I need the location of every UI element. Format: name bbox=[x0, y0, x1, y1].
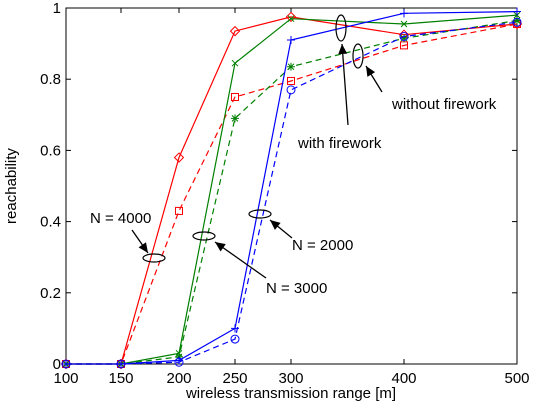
x-marker bbox=[400, 20, 408, 28]
series-group bbox=[60, 7, 523, 370]
square-marker bbox=[231, 93, 239, 101]
arrow-head bbox=[138, 242, 148, 253]
x-tick-label: 150 bbox=[108, 370, 133, 387]
series-path bbox=[66, 21, 518, 365]
arrow-head bbox=[338, 44, 348, 55]
x-tick-label: 250 bbox=[222, 370, 247, 387]
diamond-marker bbox=[229, 25, 241, 37]
y-tick-label: 0.6 bbox=[40, 142, 61, 159]
diamond-marker bbox=[173, 152, 185, 163]
x-marker bbox=[231, 59, 239, 67]
square-marker bbox=[175, 206, 183, 215]
plus-marker bbox=[400, 9, 408, 18]
annotation-ellipse bbox=[352, 43, 364, 69]
annotation-ellipse bbox=[248, 209, 272, 219]
annotation-ellipse bbox=[192, 231, 216, 241]
series-line bbox=[61, 17, 522, 369]
circle-marker bbox=[116, 359, 126, 369]
annotation-ellipse bbox=[335, 14, 347, 42]
x-tick-label: 400 bbox=[391, 370, 416, 387]
star-marker bbox=[400, 34, 408, 43]
plot-area bbox=[65, 7, 518, 365]
circle-marker bbox=[399, 31, 409, 41]
y-tick-label: 0 bbox=[53, 356, 61, 373]
diamond-marker bbox=[285, 11, 297, 23]
annotation-with-firework: with firework bbox=[297, 135, 382, 152]
x-marker bbox=[287, 15, 295, 23]
x-tick-label: 500 bbox=[504, 370, 529, 387]
y-tick-label: 0.2 bbox=[40, 285, 61, 302]
star-marker bbox=[231, 114, 239, 123]
annotation-n2000: N = 2000 bbox=[292, 237, 353, 254]
x-tick-label: 200 bbox=[166, 370, 191, 387]
annotation-n4000: N = 4000 bbox=[90, 210, 151, 227]
arrow-head bbox=[366, 66, 376, 77]
star-marker bbox=[513, 16, 521, 25]
axis-ticks: 100 150 200 250 300 400 500 0 0.2 0.4 0.6 0.8 1 bbox=[40, 0, 529, 387]
annotations: N = 4000 N = 3000 N = 2000 with firework wit… bbox=[90, 14, 497, 297]
circle-marker bbox=[286, 85, 296, 95]
y-axis-label: reachability bbox=[3, 148, 20, 224]
annotation-n3000: N = 3000 bbox=[266, 280, 327, 297]
annotation-arrow bbox=[214, 241, 267, 279]
plus-marker bbox=[513, 7, 521, 16]
x-tick-label: 100 bbox=[53, 370, 78, 387]
x-axis-label: wireless transmission range [m] bbox=[185, 385, 396, 402]
annotation-arrow bbox=[341, 43, 349, 126]
circle-marker bbox=[61, 359, 71, 369]
annotation-without-firework: without firework bbox=[391, 96, 497, 113]
circle-marker bbox=[230, 334, 240, 344]
plus-marker bbox=[287, 36, 295, 45]
circle-marker bbox=[174, 357, 184, 367]
y-tick-label: 1 bbox=[53, 0, 61, 17]
star-marker bbox=[287, 62, 295, 71]
arrow-head bbox=[270, 220, 281, 230]
circle-marker bbox=[512, 17, 522, 27]
y-tick-label: 0.4 bbox=[40, 214, 61, 231]
arrow-head bbox=[215, 242, 226, 252]
x-tick-label: 300 bbox=[278, 370, 303, 387]
annotation-ellipse bbox=[142, 253, 166, 263]
square-marker bbox=[287, 76, 295, 85]
y-tick-label: 0.8 bbox=[40, 71, 61, 88]
